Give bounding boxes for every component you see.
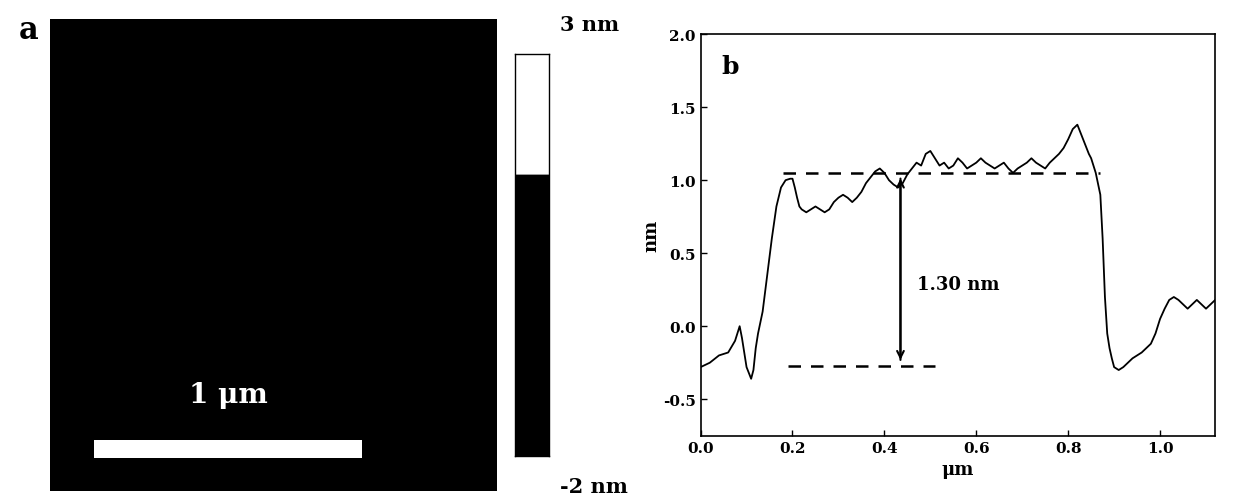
Y-axis label: nm: nm (642, 219, 660, 252)
Text: a: a (19, 15, 38, 46)
Text: b: b (722, 55, 739, 79)
Text: 3 nm: 3 nm (559, 15, 619, 35)
Text: -2 nm: -2 nm (559, 476, 627, 496)
Text: 1 μm: 1 μm (188, 382, 268, 409)
Text: 1.30 nm: 1.30 nm (916, 276, 999, 293)
FancyBboxPatch shape (94, 440, 362, 458)
X-axis label: μm: μm (941, 460, 975, 478)
